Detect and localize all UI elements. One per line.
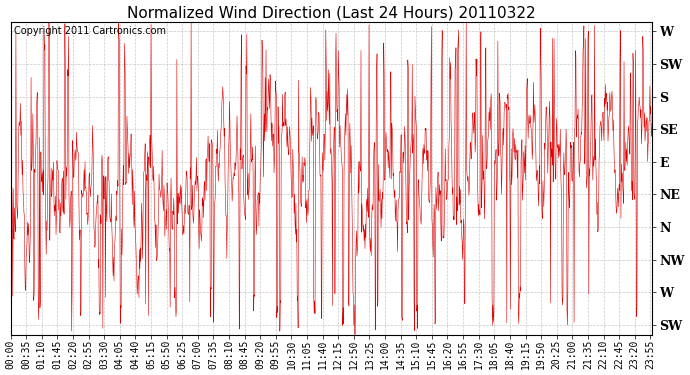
Text: Copyright 2011 Cartronics.com: Copyright 2011 Cartronics.com bbox=[14, 26, 166, 36]
Title: Normalized Wind Direction (Last 24 Hours) 20110322: Normalized Wind Direction (Last 24 Hours… bbox=[127, 6, 535, 21]
